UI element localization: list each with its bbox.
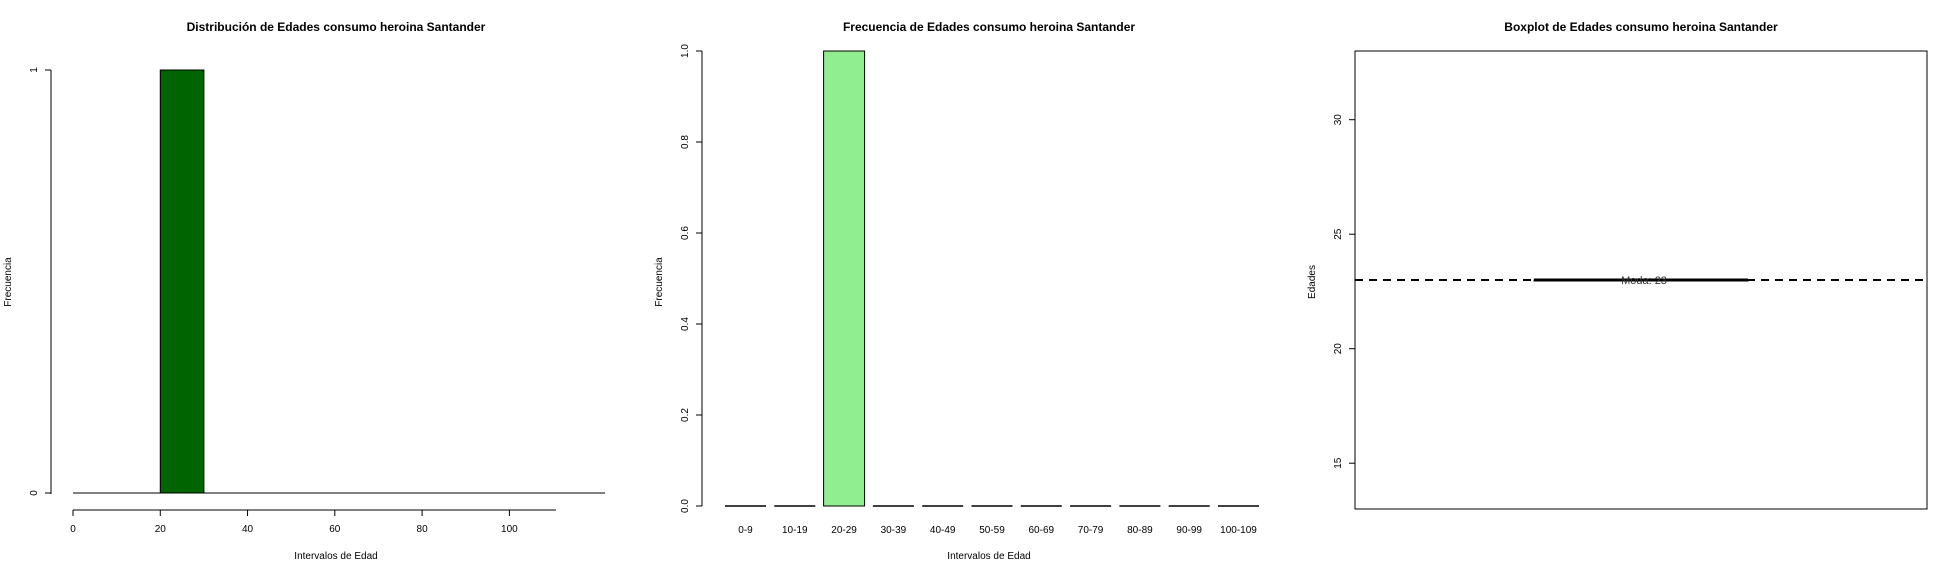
histogram-x-tick-label: 100	[501, 524, 518, 535]
barplot-y-tick-label: 1.0	[680, 44, 691, 58]
histogram-xlabel: Intervalos de Edad	[294, 551, 377, 562]
histogram-ylabel: Frecuencia	[3, 257, 14, 307]
histogram-x-tick-label: 20	[155, 524, 167, 535]
histogram-bar	[159, 69, 205, 494]
barplot-title: Frecuencia de Edades consumo heroina San…	[843, 20, 1135, 34]
barplot-x-category-label: 20-29	[831, 525, 857, 536]
boxplot-panel: Boxplot de Edades consumo heroina Santan…	[1307, 20, 1928, 510]
barplot-panel: Frecuencia de Edades consumo heroina San…	[654, 20, 1259, 562]
barplot-x-category-label: 80-89	[1127, 525, 1153, 536]
barplot-ylabel: Frecuencia	[654, 257, 665, 307]
histogram-x-tick-label: 0	[70, 524, 76, 535]
barplot-x-category-label: 30-39	[881, 525, 907, 536]
barplot-y-tick-label: 0.2	[680, 408, 691, 422]
barplot-x-category-label: 60-69	[1029, 525, 1055, 536]
histogram-panel: Distribución de Edades consumo heroina S…	[3, 20, 605, 562]
barplot-x-category-label: 90-99	[1176, 525, 1202, 536]
boxplot-title: Boxplot de Edades consumo heroina Santan…	[1504, 20, 1778, 34]
barplot-y-tick-label: 0.8	[680, 135, 691, 149]
barplot-x-category-label: 100-109	[1220, 525, 1257, 536]
boxplot-y-tick-label: 15	[1333, 457, 1344, 469]
barplot-x-category-label: 50-59	[979, 525, 1005, 536]
boxplot-y-tick-label: 30	[1333, 114, 1344, 126]
boxplot-ylabel: Edades	[1307, 265, 1318, 299]
barplot-x-category-label: 10-19	[782, 525, 808, 536]
barplot-x-category-label: 0-9	[738, 525, 753, 536]
histogram-y-tick-label: 1	[29, 67, 40, 73]
barplot-y-tick-label: 0.4	[680, 317, 691, 331]
boxplot-y-tick-label: 25	[1333, 228, 1344, 240]
bar	[823, 50, 866, 507]
histogram-x-tick-label: 80	[417, 524, 429, 535]
barplot-xlabel: Intervalos de Edad	[947, 551, 1030, 562]
barplot-y-tick-label: 0.0	[680, 499, 691, 513]
histogram-y-tick-label: 0	[29, 490, 40, 496]
boxplot-y-tick-label: 20	[1333, 343, 1344, 355]
histogram-x-tick-label: 60	[329, 524, 341, 535]
barplot-x-category-label: 40-49	[930, 525, 956, 536]
barplot-y-tick-label: 0.6	[680, 226, 691, 240]
mode-label: Moda: 23	[1621, 275, 1667, 287]
histogram-x-tick-label: 40	[242, 524, 254, 535]
barplot-x-category-label: 70-79	[1078, 525, 1104, 536]
histogram-title: Distribución de Edades consumo heroina S…	[187, 20, 486, 34]
